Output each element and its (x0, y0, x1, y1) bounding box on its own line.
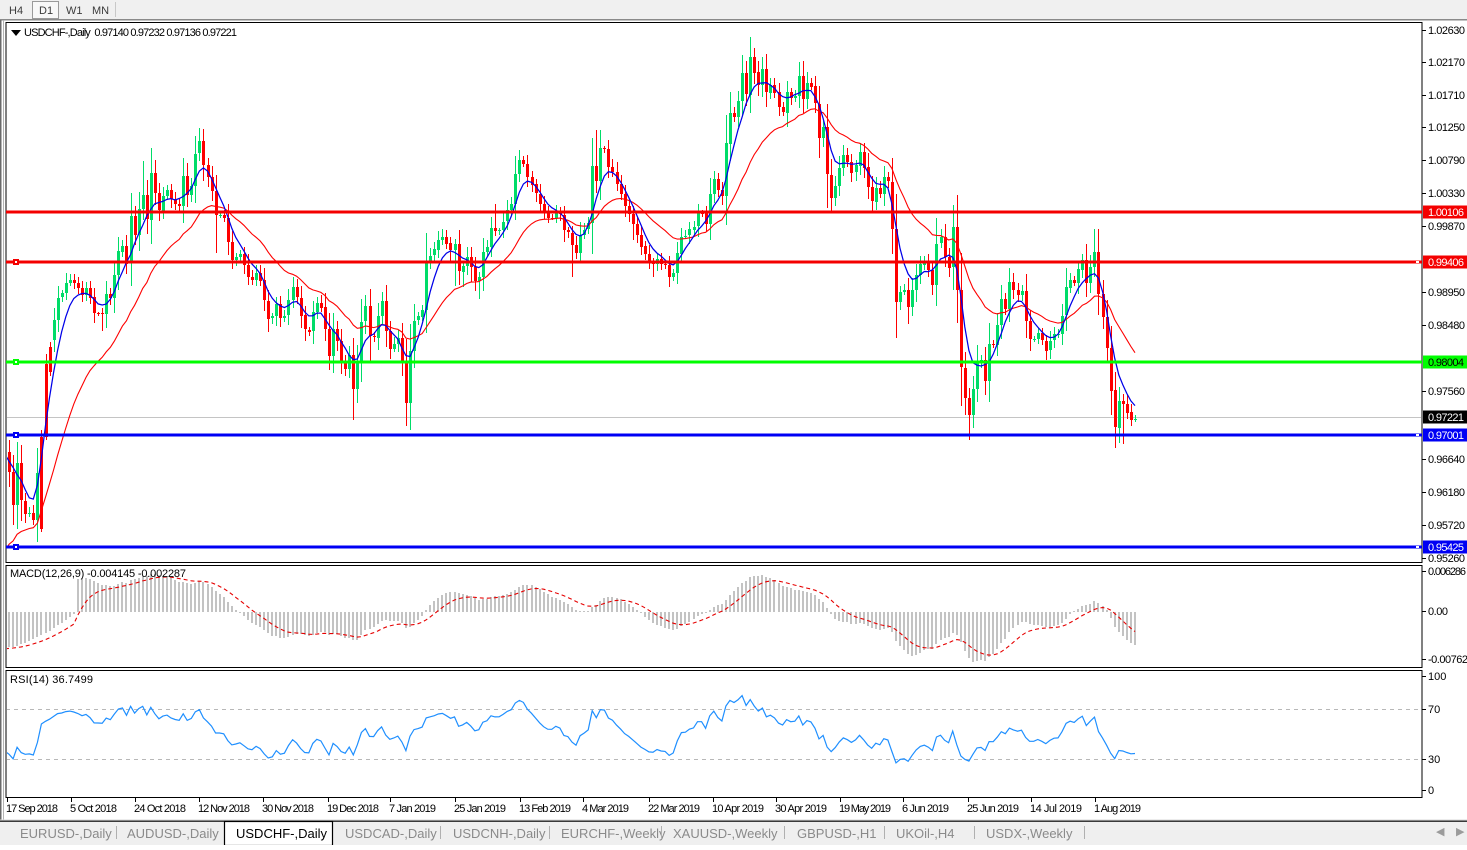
svg-text:13 Feb 2019: 13 Feb 2019 (519, 803, 571, 815)
svg-text:MN: MN (92, 5, 109, 17)
svg-text:EURUSD-,Daily: EURUSD-,Daily (20, 826, 112, 841)
svg-text:USDCHF-,Daily 0.97140 0.97232: USDCHF-,Daily 0.97140 0.97232 0.97136 0.… (24, 27, 237, 39)
svg-text:0: 0 (1428, 785, 1434, 797)
svg-text:1.00330: 1.00330 (1428, 188, 1465, 200)
svg-text:W1: W1 (66, 5, 83, 17)
svg-text:70: 70 (1428, 704, 1440, 716)
svg-text:0.95260: 0.95260 (1428, 553, 1465, 565)
svg-text:XAUUSD-,Weekly: XAUUSD-,Weekly (673, 826, 778, 841)
svg-text:USDCAD-,Daily: USDCAD-,Daily (345, 826, 437, 841)
svg-text:6 Jun 2019: 6 Jun 2019 (902, 803, 949, 815)
svg-text:17 Sep 2018: 17 Sep 2018 (6, 803, 58, 815)
svg-text:4 Mar 2019: 4 Mar 2019 (582, 803, 629, 815)
svg-text:1.01250: 1.01250 (1428, 122, 1465, 134)
svg-text:0.98480: 0.98480 (1428, 320, 1465, 332)
svg-text:0.96640: 0.96640 (1428, 454, 1465, 466)
svg-text:1.02170: 1.02170 (1428, 57, 1465, 69)
svg-text:1.00790: 1.00790 (1428, 155, 1465, 167)
svg-text:7 Jan 2019: 7 Jan 2019 (389, 803, 436, 815)
svg-text:EURCHF-,Weekly: EURCHF-,Weekly (561, 826, 666, 841)
svg-text:0.97560: 0.97560 (1428, 386, 1465, 398)
svg-text:0.98950: 0.98950 (1428, 287, 1465, 299)
svg-text:0.96180: 0.96180 (1428, 487, 1465, 499)
svg-text:30 Nov 2018: 30 Nov 2018 (262, 803, 314, 815)
svg-text:0.97221: 0.97221 (1428, 412, 1464, 424)
svg-text:0.00: 0.00 (1428, 606, 1448, 618)
svg-text:RSI(14) 36.7499: RSI(14) 36.7499 (10, 674, 93, 686)
svg-text:25 Jan 2019: 25 Jan 2019 (454, 803, 506, 815)
svg-text:0.98004: 0.98004 (1428, 357, 1464, 369)
svg-text:1.02630: 1.02630 (1428, 25, 1465, 37)
svg-text:USDX-,Weekly: USDX-,Weekly (986, 826, 1073, 841)
svg-text:0.97001: 0.97001 (1428, 430, 1464, 442)
svg-text:GBPUSD-,H1: GBPUSD-,H1 (797, 826, 876, 841)
svg-text:30 Apr 2019: 30 Apr 2019 (775, 803, 827, 815)
svg-text:USDCNH-,Daily: USDCNH-,Daily (453, 826, 546, 841)
svg-text:D1: D1 (39, 5, 53, 17)
svg-text:0.95720: 0.95720 (1428, 520, 1465, 532)
svg-text:30: 30 (1428, 754, 1440, 766)
svg-text:UKOil-,H4: UKOil-,H4 (896, 826, 955, 841)
svg-text:14 Jul 2019: 14 Jul 2019 (1030, 803, 1082, 815)
svg-text:1.01710: 1.01710 (1428, 90, 1465, 102)
svg-text:0.99870: 0.99870 (1428, 221, 1465, 233)
svg-text:24 Oct 2018: 24 Oct 2018 (134, 803, 186, 815)
svg-text:22 Mar 2019: 22 Mar 2019 (648, 803, 700, 815)
svg-text:5 Oct 2018: 5 Oct 2018 (70, 803, 117, 815)
svg-text:0.99406: 0.99406 (1428, 257, 1464, 269)
svg-text:-0.00762: -0.00762 (1428, 654, 1467, 666)
svg-text:H4: H4 (9, 5, 23, 17)
svg-text:1.00106: 1.00106 (1428, 207, 1464, 219)
svg-text:19 May 2019: 19 May 2019 (839, 803, 891, 815)
svg-text:1 Aug 2019: 1 Aug 2019 (1094, 803, 1141, 815)
svg-text:0.95425: 0.95425 (1428, 542, 1464, 554)
svg-text:MACD(12,26,9) -0.004145 -0.002: MACD(12,26,9) -0.004145 -0.002287 (10, 568, 186, 580)
svg-text:12 Nov 2018: 12 Nov 2018 (198, 803, 250, 815)
svg-text:10 Apr 2019: 10 Apr 2019 (712, 803, 764, 815)
svg-text:25 Jun 2019: 25 Jun 2019 (967, 803, 1019, 815)
svg-text:AUDUSD-,Daily: AUDUSD-,Daily (127, 826, 219, 841)
svg-text:◀: ◀ (1436, 826, 1445, 838)
svg-text:0.006286: 0.006286 (1428, 566, 1466, 578)
svg-text:100: 100 (1428, 671, 1446, 683)
svg-text:USDCHF-,Daily: USDCHF-,Daily (236, 826, 328, 841)
svg-text:▶: ▶ (1456, 826, 1465, 838)
svg-text:19 Dec 2018: 19 Dec 2018 (327, 803, 379, 815)
